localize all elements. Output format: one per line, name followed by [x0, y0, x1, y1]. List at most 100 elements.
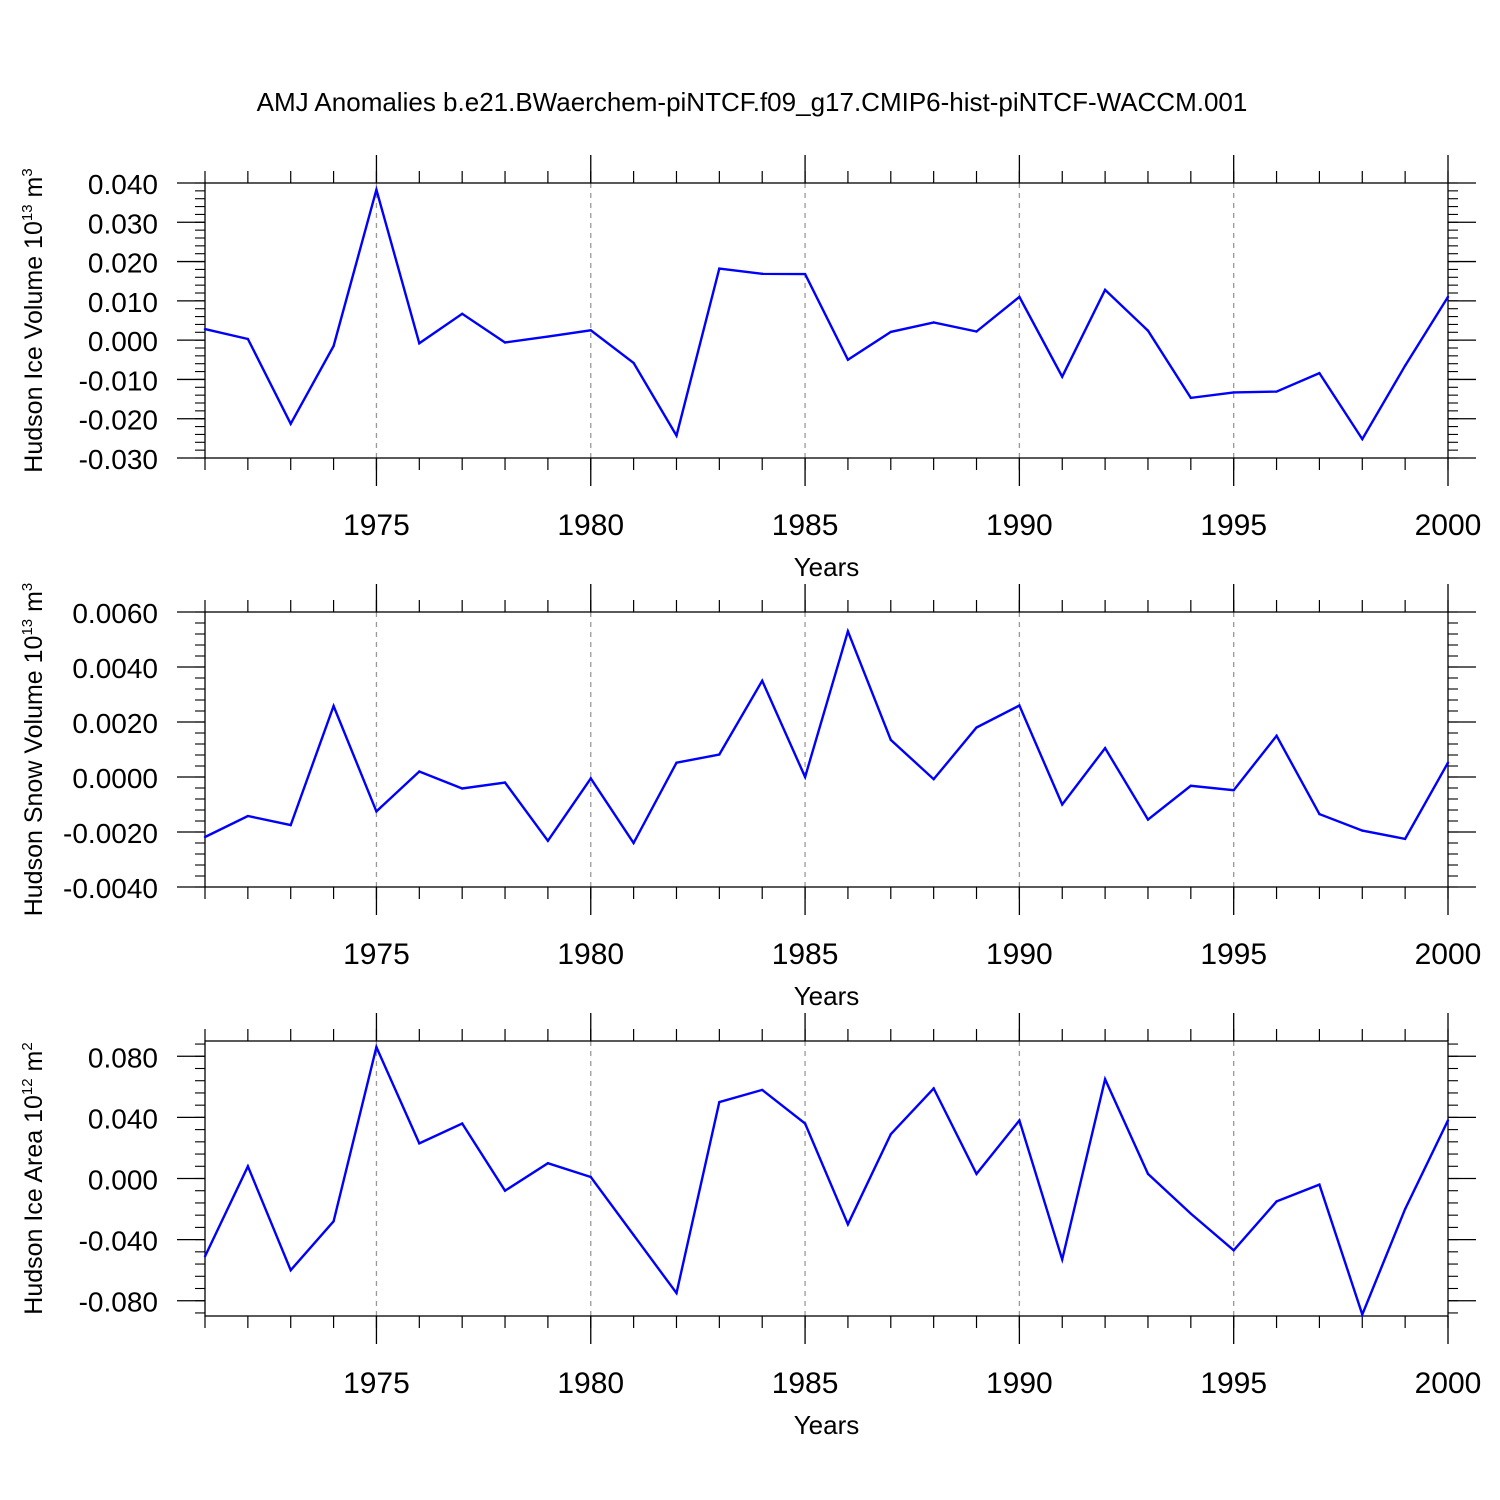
x-tick-label: 1975	[343, 1367, 410, 1400]
data-point	[418, 342, 421, 345]
data-point	[761, 679, 764, 682]
data-point	[1018, 1119, 1021, 1122]
y-tick-label: 0.0040	[72, 653, 158, 684]
data-point	[546, 839, 550, 842]
y-axis-label-unit-exponent: 2	[19, 1042, 36, 1050]
data-point	[1061, 1258, 1064, 1261]
data-point	[332, 1220, 335, 1223]
data-point	[1103, 1077, 1107, 1081]
data-point	[675, 761, 678, 764]
data-point	[589, 1175, 592, 1179]
data-point	[1446, 1119, 1450, 1122]
data-point	[1103, 746, 1107, 750]
data-series-line	[203, 1043, 1450, 1318]
panel-2: 1975 1980 1985 1990 1995 2000 -0.0040 -0.0020 0.…	[19, 583, 1481, 1011]
y-axis-label-unit: m	[20, 177, 48, 205]
y-tick-label: 0.0060	[72, 598, 158, 629]
data-point	[675, 1291, 678, 1295]
y-axis-label: Hudson Snow Volume 1013 m3	[19, 583, 48, 917]
x-tick-label: 1990	[986, 938, 1053, 971]
data-point	[1232, 1249, 1235, 1252]
y-tick-label: 0.080	[88, 1042, 158, 1073]
plot-frame	[204, 611, 1449, 888]
data-point	[1146, 329, 1150, 332]
data-point	[975, 330, 978, 333]
data-point	[1446, 295, 1450, 299]
data-point	[1318, 371, 1321, 375]
data-point	[932, 778, 935, 781]
data-point	[803, 272, 807, 276]
x-tick-label: 1995	[1200, 938, 1267, 971]
data-point	[203, 835, 207, 839]
data-point	[632, 361, 635, 365]
y-tick-label: 0.0020	[72, 708, 158, 739]
data-point	[546, 335, 550, 338]
data-series-line	[204, 185, 1450, 442]
data-point	[1318, 1183, 1321, 1186]
data-point	[1061, 803, 1064, 806]
y-axis-label: Hudson Ice Volume 1013 m3	[19, 168, 48, 472]
y-tick-label: -0.0020	[63, 818, 158, 849]
data-point	[503, 1189, 507, 1192]
data-point	[289, 422, 292, 426]
y-tick-label: -0.020	[79, 405, 158, 436]
data-point	[460, 787, 464, 790]
data-point	[546, 1162, 550, 1165]
data-point	[503, 341, 507, 344]
data-point	[589, 329, 592, 332]
data-point	[460, 1122, 464, 1125]
data-point	[289, 823, 292, 827]
data-point	[975, 1172, 978, 1176]
y-axis-label-main: Hudson Snow Volume 10	[20, 636, 48, 917]
data-point	[1275, 390, 1278, 393]
data-point	[846, 630, 850, 633]
data-point	[375, 810, 378, 813]
panel-1: 1975 1980 1985 1990 1995 2000 -0.030 -0.020 -0.0…	[19, 155, 1481, 582]
x-tick-label: 1985	[772, 938, 839, 971]
x-tick-label: 2000	[1415, 1367, 1482, 1400]
data-point	[1103, 288, 1107, 292]
data-point	[289, 1268, 292, 1272]
data-point	[1361, 1313, 1364, 1316]
y-axis-label-unit: m	[20, 591, 48, 619]
data-point	[1361, 437, 1364, 441]
y-tick-label: -0.080	[79, 1287, 158, 1318]
data-point	[203, 1255, 207, 1258]
data-point	[718, 1100, 721, 1104]
data-point	[246, 1165, 250, 1168]
data-point	[375, 1045, 378, 1049]
data-point	[1403, 364, 1407, 367]
data-point	[803, 1122, 807, 1125]
y-axis-label-unit: m	[20, 1051, 48, 1079]
y-axis-label-main: Hudson Ice Volume 10	[20, 221, 48, 473]
x-axis-label: Years	[794, 1410, 860, 1440]
data-point	[1018, 295, 1021, 299]
data-point	[761, 1088, 764, 1092]
data-point	[1403, 837, 1407, 841]
data-point	[803, 775, 807, 779]
x-tick-label: 1980	[557, 1367, 624, 1400]
data-point	[1446, 761, 1450, 764]
data-point	[1189, 1212, 1193, 1215]
x-tick-label: 1985	[772, 1367, 839, 1400]
data-point	[1318, 812, 1321, 816]
data-point	[1061, 375, 1064, 378]
data-point	[761, 272, 764, 275]
data-point	[975, 726, 978, 729]
data-point	[932, 321, 935, 324]
y-tick-label: -0.010	[79, 365, 158, 396]
x-tick-label: 1980	[557, 509, 624, 542]
y-tick-label: 0.040	[88, 1103, 158, 1134]
y-tick-label: 0.0000	[72, 763, 158, 794]
data-point	[1189, 396, 1193, 400]
data-point	[1403, 1207, 1407, 1211]
data-point	[460, 312, 464, 316]
y-tick-label: 0.010	[88, 287, 158, 318]
x-tick-label: 1995	[1200, 1367, 1267, 1400]
data-point	[332, 704, 335, 708]
y-axis-label-exponent: 12	[19, 1078, 36, 1095]
y-tick-label: 0.000	[88, 326, 158, 357]
panels-group: 1975 1980 1985 1990 1995 2000 -0.030 -0.020 -0.0…	[19, 155, 1481, 1440]
y-tick-label: 0.020	[88, 248, 158, 279]
data-point	[1361, 829, 1364, 832]
